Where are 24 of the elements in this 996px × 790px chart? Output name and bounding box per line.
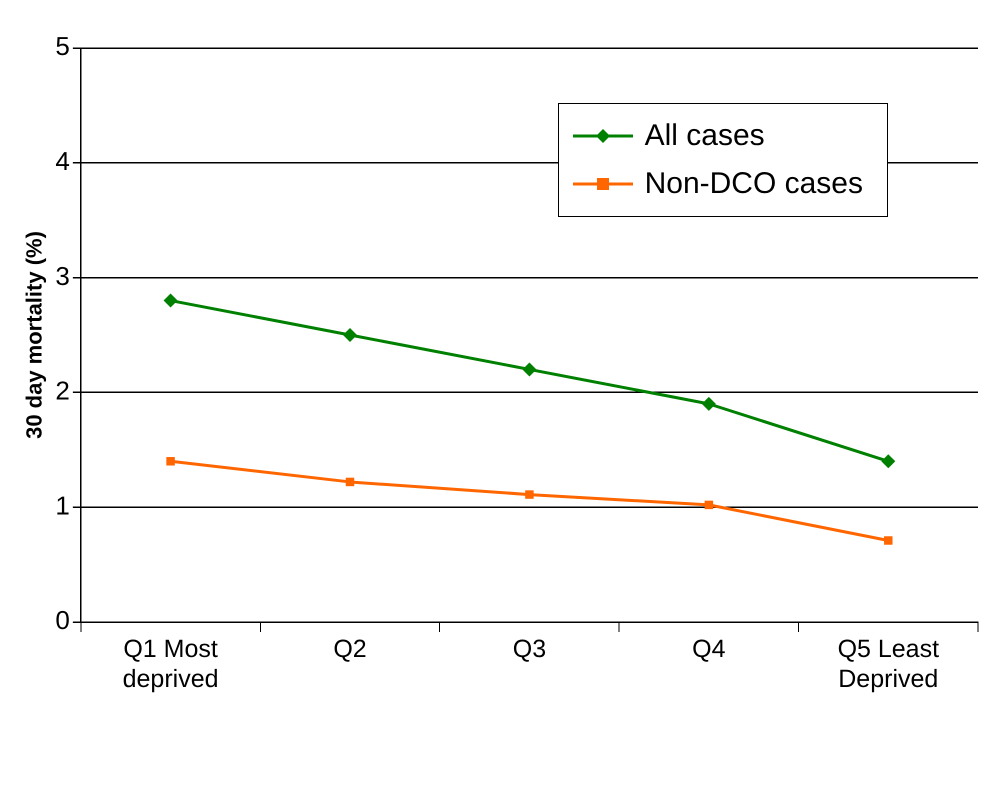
x-tick-label: Q3 [512, 634, 546, 663]
point [881, 454, 896, 468]
y-tick-label: 2 [55, 376, 70, 406]
point [166, 457, 175, 466]
legend-label: Non-DCO cases [644, 166, 863, 202]
point [522, 362, 536, 376]
y-tick-label: 1 [55, 490, 70, 520]
legend-label: All cases [644, 118, 765, 154]
y-tick-label: 5 [55, 31, 70, 62]
point [884, 536, 893, 545]
point [343, 328, 357, 342]
point [346, 478, 354, 486]
x-tick-label: Q1 Most deprived [122, 634, 219, 693]
point [164, 294, 178, 308]
y-axis-title: 30 day mortality (%) [21, 231, 46, 439]
point [702, 396, 716, 411]
y-tick-label: 0 [55, 605, 70, 636]
point [704, 500, 714, 510]
x-tick-label: Q5 Least Deprived [838, 634, 940, 693]
x-tick-label: Q2 [333, 634, 367, 663]
y-tick-label: 3 [55, 260, 70, 291]
point [525, 490, 534, 499]
y-tick-label: 4 [55, 146, 70, 176]
x-tick-label: Q4 [692, 634, 726, 663]
